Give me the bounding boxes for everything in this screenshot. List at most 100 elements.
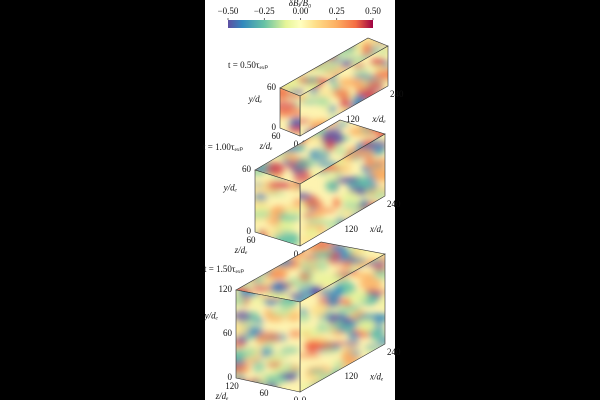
field-blob bbox=[352, 74, 376, 79]
y-tick-label: 60 bbox=[223, 328, 233, 338]
field-blob bbox=[322, 127, 342, 136]
field-blob bbox=[262, 228, 283, 237]
field-blob bbox=[382, 61, 388, 68]
y-axis-label: y/dₑ bbox=[204, 310, 219, 320]
field-blob bbox=[255, 185, 268, 194]
field-blob bbox=[305, 227, 320, 237]
field-blob bbox=[320, 348, 345, 354]
x-axis-label: x/dₑ bbox=[371, 114, 386, 124]
field-blob bbox=[364, 174, 377, 181]
field-blob bbox=[342, 317, 352, 325]
z-tick-label: 60 bbox=[272, 131, 282, 141]
field-blob bbox=[372, 265, 385, 272]
field-blob bbox=[361, 76, 386, 85]
field-blob bbox=[375, 67, 388, 81]
y-tick-label: 0 bbox=[272, 122, 277, 132]
field-blob bbox=[330, 57, 348, 64]
face-edge bbox=[235, 289, 301, 393]
field-blob bbox=[298, 271, 311, 282]
field-blob bbox=[266, 162, 285, 176]
field-blob bbox=[363, 159, 385, 171]
field-blob bbox=[298, 260, 319, 270]
field-blob bbox=[353, 67, 370, 76]
field-blob bbox=[266, 191, 286, 196]
field-blob bbox=[243, 347, 258, 358]
field-blob bbox=[250, 283, 273, 293]
field-blob bbox=[300, 312, 311, 323]
field-blob bbox=[302, 199, 324, 209]
field-blob bbox=[311, 212, 325, 218]
field-blob bbox=[236, 340, 246, 350]
x-tick-label: 240 bbox=[390, 89, 404, 99]
field-blob bbox=[306, 219, 329, 225]
field-blob bbox=[280, 99, 297, 111]
field-blob bbox=[314, 259, 329, 272]
field-blob bbox=[236, 322, 250, 336]
z-tick-label: 0 bbox=[294, 139, 299, 149]
field-blob bbox=[362, 42, 372, 54]
x-tick-label: 120 bbox=[345, 224, 359, 234]
field-blob bbox=[240, 365, 252, 371]
time-label: t = 1.00τₑₓₚ bbox=[203, 142, 243, 152]
colorbar-tick-label: 0.50 bbox=[365, 6, 381, 16]
x-axis-label: x/dₑ bbox=[369, 372, 384, 382]
field-blob bbox=[356, 318, 376, 331]
field-blob bbox=[264, 354, 283, 364]
field-blob bbox=[291, 233, 300, 246]
colorbar-tick-label: 0.00 bbox=[293, 6, 309, 16]
field-blob bbox=[266, 181, 293, 190]
field-blob bbox=[338, 162, 352, 174]
field-blob bbox=[341, 350, 353, 364]
field-blob bbox=[236, 310, 252, 322]
field-blob bbox=[261, 342, 275, 350]
y-axis-label: y/dₑ bbox=[248, 94, 263, 104]
time-label: t = 0.50τₑₓₚ bbox=[228, 60, 268, 70]
field-blob bbox=[370, 65, 388, 71]
field-blob bbox=[325, 179, 338, 192]
field-blob bbox=[279, 282, 295, 288]
field-blob bbox=[333, 341, 348, 346]
field-blob bbox=[271, 366, 294, 373]
y-axis-label: y/dₑ bbox=[223, 183, 238, 193]
colorbar-tick-label: −0.50 bbox=[218, 6, 239, 16]
field-blob bbox=[264, 308, 273, 318]
field-blob bbox=[284, 209, 300, 215]
field-blob bbox=[363, 182, 374, 193]
field-blob bbox=[338, 78, 358, 87]
z-tick-label: 0 bbox=[294, 395, 299, 400]
x-axis-label: x/dₑ bbox=[369, 224, 384, 234]
field-blob bbox=[282, 159, 292, 165]
x-tick-label: 120 bbox=[346, 114, 360, 124]
z-tick-label: 120 bbox=[225, 381, 239, 391]
colorbar-tick-label: 0.25 bbox=[329, 6, 345, 16]
field-blob bbox=[348, 332, 361, 340]
field-blob bbox=[369, 82, 384, 89]
field-blob bbox=[300, 308, 310, 315]
field-blob bbox=[344, 341, 360, 346]
field-blob bbox=[324, 139, 336, 152]
field-blob bbox=[300, 353, 322, 358]
field-blob bbox=[359, 277, 382, 291]
colorbar-label: δBⱼ/B₀ bbox=[289, 0, 311, 8]
field-blob bbox=[332, 197, 342, 208]
field-blob bbox=[251, 359, 266, 374]
field-blob bbox=[255, 331, 281, 343]
z-tick-label: 0 bbox=[294, 249, 299, 259]
field-blob bbox=[326, 292, 341, 307]
field-blob bbox=[315, 96, 330, 106]
face-edge bbox=[279, 87, 301, 137]
y-tick-label: 60 bbox=[242, 164, 252, 174]
field-blob bbox=[280, 346, 300, 354]
field-blob bbox=[310, 304, 328, 317]
field-blob bbox=[316, 150, 330, 156]
field-blob bbox=[263, 373, 287, 385]
field-blob bbox=[300, 383, 310, 391]
field-blob bbox=[333, 88, 351, 99]
field-blob bbox=[272, 311, 294, 317]
field-blob bbox=[335, 305, 358, 315]
field-blob bbox=[291, 119, 300, 127]
y-tick-label: 0 bbox=[228, 372, 233, 382]
field-blob bbox=[370, 328, 382, 341]
y-tick-label: 60 bbox=[267, 82, 277, 92]
